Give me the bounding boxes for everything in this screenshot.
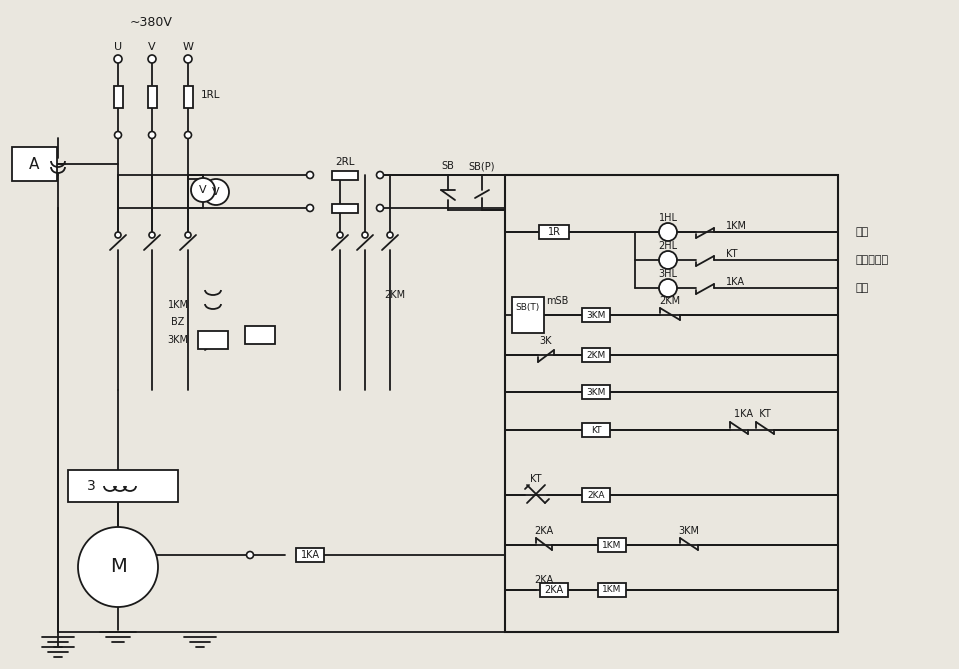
Bar bbox=[598, 583, 626, 597]
Text: V: V bbox=[199, 185, 207, 195]
Text: 1HL: 1HL bbox=[659, 213, 677, 223]
Text: 3KM: 3KM bbox=[168, 335, 189, 345]
Text: SB: SB bbox=[441, 161, 455, 171]
Circle shape bbox=[78, 527, 158, 607]
Text: KT: KT bbox=[530, 474, 542, 484]
Text: 过载、断相: 过载、断相 bbox=[856, 255, 889, 265]
Circle shape bbox=[184, 55, 192, 63]
Circle shape bbox=[246, 551, 253, 559]
Bar bbox=[582, 308, 610, 322]
Bar bbox=[296, 548, 324, 562]
Bar bbox=[198, 331, 228, 349]
Bar bbox=[539, 225, 569, 239]
Circle shape bbox=[149, 232, 155, 238]
Text: V: V bbox=[149, 42, 155, 52]
Text: BZ: BZ bbox=[172, 317, 185, 327]
Circle shape bbox=[184, 132, 192, 138]
Text: 2RL: 2RL bbox=[336, 157, 355, 167]
Text: 3KM: 3KM bbox=[679, 526, 699, 536]
Text: 1KM: 1KM bbox=[168, 300, 189, 310]
Text: 2KA: 2KA bbox=[587, 490, 605, 500]
Text: 2KA: 2KA bbox=[534, 575, 553, 585]
Text: KT: KT bbox=[591, 425, 601, 434]
Circle shape bbox=[337, 232, 343, 238]
Bar bbox=[12, 147, 57, 181]
Bar bbox=[540, 583, 568, 597]
Text: 3KM: 3KM bbox=[586, 310, 606, 320]
Bar bbox=[582, 348, 610, 362]
Bar bbox=[512, 297, 544, 333]
Text: 运行: 运行 bbox=[856, 227, 869, 237]
Text: 2KM: 2KM bbox=[385, 290, 406, 300]
Bar bbox=[505, 175, 838, 632]
Circle shape bbox=[307, 171, 314, 179]
Circle shape bbox=[114, 132, 122, 138]
Circle shape bbox=[148, 55, 156, 63]
Circle shape bbox=[387, 232, 393, 238]
Text: 1KM: 1KM bbox=[602, 541, 621, 549]
Text: SB(T): SB(T) bbox=[516, 302, 540, 312]
Circle shape bbox=[115, 232, 121, 238]
Circle shape bbox=[114, 55, 122, 63]
Bar bbox=[148, 86, 156, 108]
Text: 2KA: 2KA bbox=[534, 526, 553, 536]
Text: 2KM: 2KM bbox=[660, 296, 681, 306]
Text: KT: KT bbox=[726, 249, 737, 259]
Bar bbox=[332, 171, 358, 179]
Text: M: M bbox=[109, 557, 127, 577]
Circle shape bbox=[362, 232, 368, 238]
Bar bbox=[582, 488, 610, 502]
Text: V: V bbox=[212, 187, 220, 197]
Text: 3: 3 bbox=[87, 479, 96, 493]
Text: 贯油: 贯油 bbox=[856, 283, 869, 293]
Circle shape bbox=[185, 232, 191, 238]
Circle shape bbox=[659, 279, 677, 297]
Circle shape bbox=[307, 205, 314, 211]
Circle shape bbox=[203, 179, 229, 205]
Circle shape bbox=[149, 132, 155, 138]
Text: mSB: mSB bbox=[546, 296, 568, 306]
Text: 1KM: 1KM bbox=[602, 585, 621, 595]
Bar bbox=[113, 86, 123, 108]
Text: SB(P): SB(P) bbox=[469, 161, 495, 171]
Bar bbox=[582, 385, 610, 399]
Text: 1R: 1R bbox=[548, 227, 560, 237]
Circle shape bbox=[659, 251, 677, 269]
Text: 2KM: 2KM bbox=[586, 351, 606, 359]
Text: 1KM: 1KM bbox=[726, 221, 747, 231]
Circle shape bbox=[659, 223, 677, 241]
Text: 3KM: 3KM bbox=[586, 387, 606, 397]
Text: 1RL: 1RL bbox=[201, 90, 221, 100]
Circle shape bbox=[191, 178, 215, 202]
Text: 2HL: 2HL bbox=[659, 241, 678, 251]
Circle shape bbox=[377, 171, 384, 179]
Text: 3HL: 3HL bbox=[659, 269, 677, 279]
Text: ~380V: ~380V bbox=[130, 15, 173, 29]
Circle shape bbox=[377, 205, 384, 211]
Text: 1KA: 1KA bbox=[726, 277, 745, 287]
Text: U: U bbox=[114, 42, 122, 52]
Text: 1KA  KT: 1KA KT bbox=[734, 409, 770, 419]
Bar bbox=[332, 203, 358, 213]
Bar bbox=[582, 423, 610, 437]
Text: 1KA: 1KA bbox=[300, 550, 319, 560]
Bar bbox=[598, 538, 626, 552]
Bar bbox=[245, 326, 275, 344]
Text: A: A bbox=[29, 157, 39, 171]
Text: 3K: 3K bbox=[540, 336, 552, 346]
Bar bbox=[68, 470, 178, 502]
Text: W: W bbox=[182, 42, 194, 52]
Text: 2KA: 2KA bbox=[545, 585, 564, 595]
Bar bbox=[183, 86, 193, 108]
